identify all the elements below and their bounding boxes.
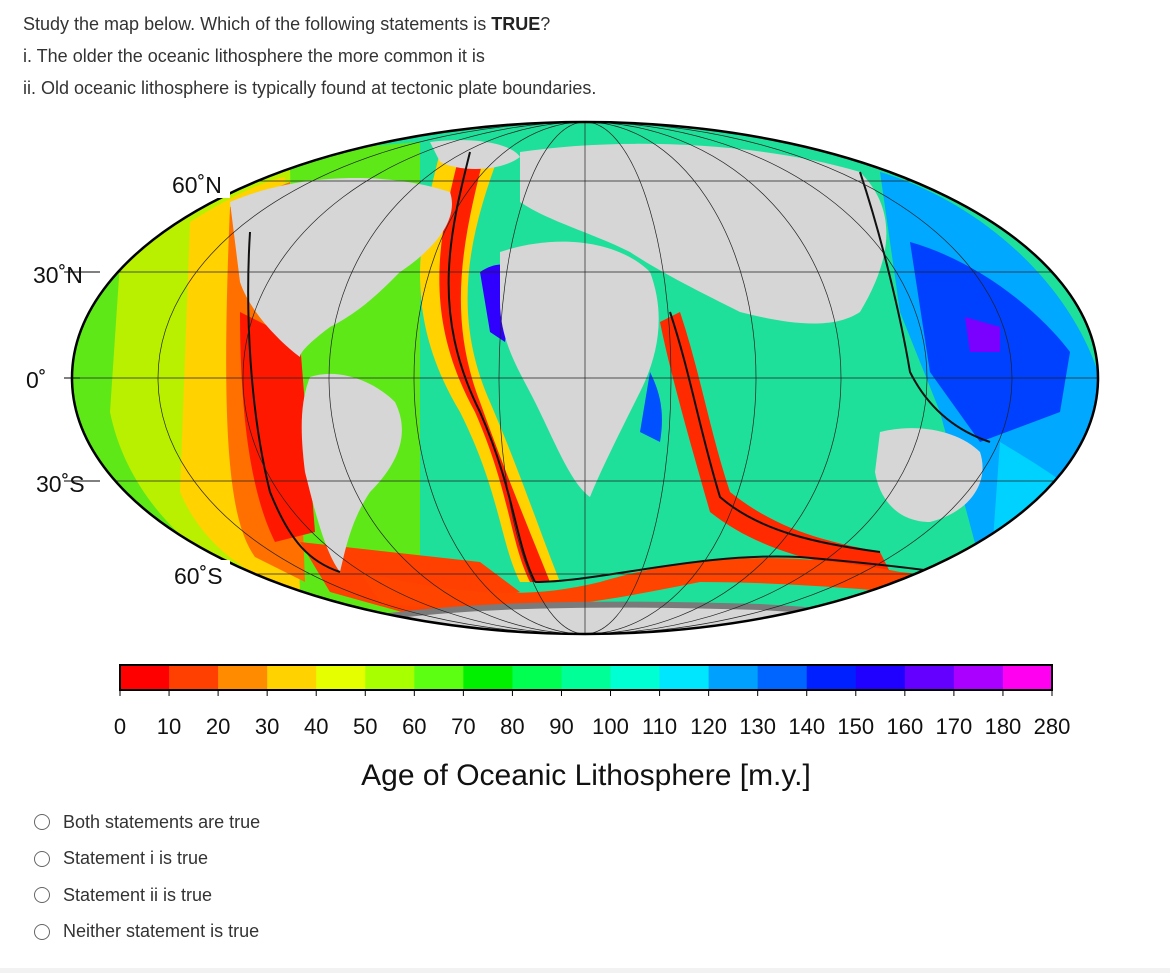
radio-button[interactable]: [34, 923, 50, 940]
colorbar-swatch: [757, 665, 808, 690]
map-globe: [72, 122, 1098, 634]
meridian-2: [413, 122, 757, 634]
colorbar-tick-label: 60: [402, 714, 426, 739]
land-australia: [875, 428, 983, 522]
colorbar-tick-label: 0: [114, 714, 126, 739]
colorbar-tick-label: 40: [304, 714, 328, 739]
colorbar-tick-label: 170: [936, 714, 973, 739]
ocean-band-east-pacific-rise: [240, 312, 315, 542]
colorbar-swatch: [610, 665, 661, 690]
meridian-4: [242, 122, 928, 634]
label-bg-60s: [170, 560, 230, 590]
colorbar-tick-label: 50: [353, 714, 377, 739]
colorbar-title: Age of Oceanic Lithosphere [m.y.]: [361, 759, 811, 792]
colorbar-swatch: [1002, 665, 1053, 690]
ocean-age-map-svg: 60˚N 30˚N 0˚ 30˚S 60˚S 0 10 20 30 40 50 60 70 80…: [26, 120, 1100, 792]
colorbar-tick-label: 70: [451, 714, 475, 739]
colorbar-tick-labels: 0 10 20 30 40 50 60 70 80 90 100 110 120 130 140 150 160…: [114, 690, 1070, 739]
colorbar-swatch: [512, 665, 562, 690]
colorbar: [119, 664, 1053, 691]
radio-button[interactable]: [34, 850, 50, 867]
radio-button[interactable]: [34, 814, 50, 831]
lat-label-30n: 30˚N: [33, 262, 83, 288]
question-prompt: Study the map below. Which of the follow…: [23, 8, 1123, 40]
colorbar-tick-label: 90: [549, 714, 573, 739]
land-africa: [500, 241, 659, 497]
colorbar-swatch: [953, 665, 1004, 690]
meridian-3: [328, 122, 842, 634]
option-label: Statement ii is true: [63, 884, 213, 905]
prompt-text: Study the map below. Which of the follow…: [23, 14, 492, 34]
land-greenland: [430, 140, 520, 169]
colorbar-tick-label: 150: [837, 714, 874, 739]
southern-ocean-ridge: [360, 558, 1000, 611]
colorbar-tick-label: 180: [985, 714, 1022, 739]
boundary-mid-atlantic: [447, 151, 536, 583]
colorbar-swatch: [708, 665, 759, 690]
indian-ridge: [660, 312, 890, 572]
boundary-east-pacific: [247, 231, 341, 573]
lat-label-60s: 60˚S: [174, 563, 223, 589]
option-label: Both statements are true: [63, 811, 261, 832]
ocean-age-figure: 60˚N 30˚N 0˚ 30˚S 60˚S 0 10 20 30 40 50 60 70 80…: [0, 112, 1170, 802]
mozambique-old: [640, 372, 662, 442]
lat-label-60n: 60˚N: [172, 172, 222, 198]
colorbar-swatch: [218, 665, 268, 690]
colorbar-tick-label: 80: [500, 714, 524, 739]
colorbar-swatch: [169, 665, 219, 690]
lat-label-30s: 30˚S: [36, 471, 85, 497]
meridian-1: [498, 122, 672, 634]
colorbar-swatch: [267, 665, 317, 690]
colorbar-swatch: [561, 665, 612, 690]
option-label: Neither statement is true: [63, 921, 260, 942]
colorbar-tick-label: 140: [788, 714, 825, 739]
prompt-emphasis: TRUE: [491, 14, 541, 34]
statement-ii: ii. Old oceanic lithosphere is typically…: [23, 78, 597, 98]
label-bg-60n: [168, 168, 230, 198]
option-statement-i[interactable]: Statement i is true: [34, 841, 260, 878]
option-label: Statement i is true: [63, 848, 209, 869]
meridian-5: [157, 122, 1013, 634]
colorbar-tick-label: 110: [642, 714, 677, 739]
colorbar-tick-label: 160: [886, 714, 923, 739]
boundary-west-pacific: [859, 171, 991, 443]
colorbar-swatch: [806, 665, 857, 690]
answer-options: Both statements are true Statement i is …: [34, 804, 260, 950]
option-both-true[interactable]: Both statements are true: [34, 804, 260, 841]
land-eurasia: [520, 143, 887, 324]
colorbar-frame: [119, 664, 1053, 691]
statement-i: i. The older the oceanic lithosphere the…: [23, 46, 485, 66]
colorbar-swatch: [120, 665, 170, 690]
colorbar-swatch: [855, 665, 906, 690]
colorbar-tick-label: 130: [739, 714, 776, 739]
colorbar-tick-label: 120: [690, 714, 727, 739]
colorbar-tick-label: 100: [592, 714, 629, 739]
colorbar-tick-label: 280: [1034, 714, 1071, 739]
land-north-america: [230, 178, 452, 357]
colorbar-tick-label: 10: [157, 714, 181, 739]
colorbar-swatch: [414, 665, 464, 690]
colorbar-swatch: [904, 665, 955, 690]
lat-label-equator: 0˚: [26, 367, 46, 393]
colorbar-swatch: [316, 665, 366, 690]
colorbar-tick-label: 30: [255, 714, 279, 739]
colorbar-swatch: [365, 665, 415, 690]
option-neither-true[interactable]: Neither statement is true: [34, 914, 260, 951]
land-south-america: [301, 373, 402, 572]
colorbar-swatch: [463, 665, 513, 690]
colorbar-tick-label: 20: [206, 714, 230, 739]
colorbar-swatch: [659, 665, 710, 690]
boundary-indian: [669, 311, 881, 553]
option-statement-ii[interactable]: Statement ii is true: [34, 877, 260, 914]
prompt-suffix: ?: [540, 14, 551, 34]
page-bottom-rule: [0, 968, 1170, 973]
question-block: Study the map below. Which of the follow…: [23, 8, 1123, 104]
ocean-west-pacific-oldest: [965, 317, 1000, 352]
radio-button[interactable]: [34, 887, 50, 904]
